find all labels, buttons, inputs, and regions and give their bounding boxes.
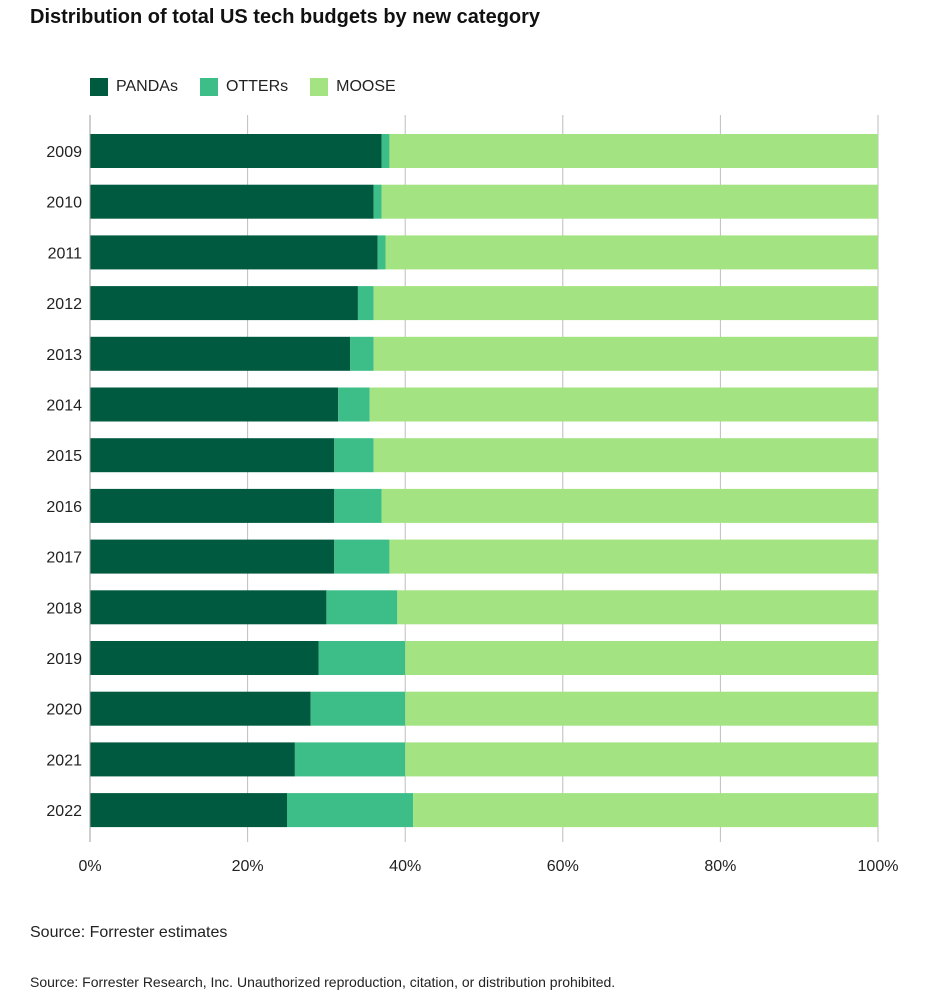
legend-swatch-pandas xyxy=(90,78,108,96)
bar-otters-2010 xyxy=(373,184,382,219)
chart-title: Distribution of total US tech budgets by… xyxy=(30,6,541,28)
legend-item-otters: OTTERs xyxy=(199,78,289,96)
category-label-2014: 2014 xyxy=(46,398,82,415)
category-label-2010: 2010 xyxy=(46,195,82,212)
bar-moose-2016 xyxy=(381,488,878,523)
bar-otters-2021 xyxy=(294,742,406,777)
legend-item-moose: MOOSE xyxy=(310,78,396,96)
bar-pandas-2010 xyxy=(90,184,374,219)
source-note: Source: Forrester estimates xyxy=(30,924,228,941)
category-label-2020: 2020 xyxy=(46,702,82,719)
bar-pandas-2019 xyxy=(90,641,319,675)
bar-moose-2010 xyxy=(381,184,878,219)
legend-item-pandas: PANDAs xyxy=(90,78,178,96)
bar-otters-2012 xyxy=(357,286,374,321)
bar-pandas-2018 xyxy=(90,590,327,625)
bar-moose-2018 xyxy=(397,590,878,625)
bar-otters-2014 xyxy=(338,387,370,422)
bar-moose-2021 xyxy=(405,742,878,777)
bar-otters-2020 xyxy=(310,691,406,726)
bar-otters-2011 xyxy=(377,235,386,270)
bar-pandas-2014 xyxy=(90,387,339,422)
bar-moose-2014 xyxy=(369,387,878,422)
bar-moose-2017 xyxy=(389,539,878,574)
category-label-2018: 2018 xyxy=(46,600,82,617)
category-label-2022: 2022 xyxy=(46,803,82,820)
bar-otters-2009 xyxy=(381,134,390,168)
x-tick-label-4: 80% xyxy=(704,858,736,875)
category-label-2011: 2011 xyxy=(48,245,83,262)
x-tick-label-3: 60% xyxy=(547,858,579,875)
legend-label-pandas: PANDAs xyxy=(116,78,178,95)
bar-pandas-2022 xyxy=(90,793,287,828)
category-label-2017: 2017 xyxy=(46,550,82,567)
legend-label-moose: MOOSE xyxy=(336,78,396,95)
bar-otters-2016 xyxy=(334,488,382,523)
category-label-2015: 2015 xyxy=(46,448,82,465)
bar-moose-2020 xyxy=(405,691,878,726)
category-label-2012: 2012 xyxy=(46,296,82,313)
legend-swatch-otters xyxy=(199,78,218,96)
legend: PANDAs OTTERs MOOSE xyxy=(90,78,418,96)
bar-otters-2017 xyxy=(334,539,390,574)
bar-pandas-2009 xyxy=(90,134,382,168)
x-tick-label-1: 20% xyxy=(232,858,264,875)
bar-moose-2019 xyxy=(405,641,878,675)
x-tick-label-2: 40% xyxy=(389,858,421,875)
bar-pandas-2015 xyxy=(90,438,335,473)
bar-pandas-2011 xyxy=(90,235,378,270)
bar-pandas-2013 xyxy=(90,336,351,371)
bar-pandas-2020 xyxy=(90,691,311,726)
bar-pandas-2021 xyxy=(90,742,295,777)
bar-pandas-2016 xyxy=(90,488,335,523)
bar-moose-2013 xyxy=(373,336,878,371)
bar-pandas-2017 xyxy=(90,539,335,574)
legend-label-otters: OTTERs xyxy=(225,78,289,95)
bar-otters-2022 xyxy=(287,793,414,828)
category-label-2019: 2019 xyxy=(46,651,82,668)
bar-moose-2011 xyxy=(385,235,878,270)
category-label-2009: 2009 xyxy=(46,144,82,161)
x-tick-label-5: 100% xyxy=(858,858,899,875)
legend-swatch-moose xyxy=(310,78,329,96)
category-label-2013: 2013 xyxy=(46,347,82,364)
category-label-2021: 2021 xyxy=(46,752,82,769)
category-label-2016: 2016 xyxy=(46,499,82,516)
bar-moose-2022 xyxy=(413,793,878,828)
x-tick-label-0: 0% xyxy=(78,858,101,875)
bar-otters-2019 xyxy=(318,641,406,675)
bar-moose-2009 xyxy=(389,134,878,168)
bar-moose-2012 xyxy=(373,286,878,321)
bar-pandas-2012 xyxy=(90,286,358,321)
bar-moose-2015 xyxy=(373,438,878,473)
bar-otters-2018 xyxy=(326,590,398,625)
bar-otters-2013 xyxy=(350,336,374,371)
bar-otters-2015 xyxy=(334,438,374,473)
copyright-note: Source: Forrester Research, Inc. Unautho… xyxy=(30,974,616,990)
